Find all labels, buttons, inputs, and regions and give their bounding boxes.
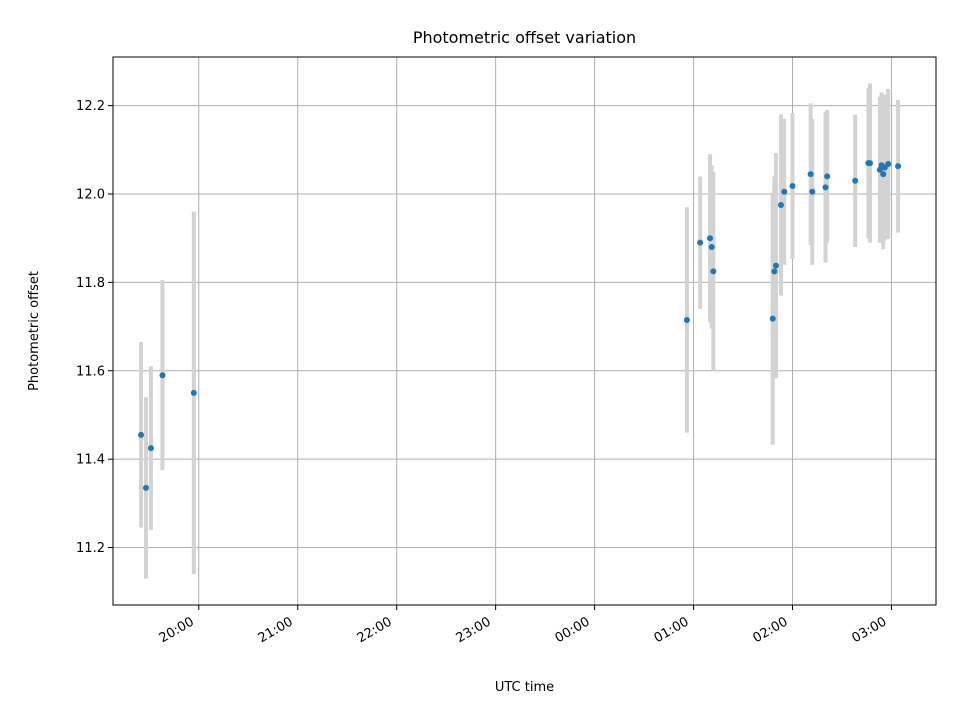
y-tick-label: 11.4 (76, 453, 105, 468)
y-tick-label: 11.2 (76, 541, 105, 556)
y-axis-ticks: 11.2 11.4 11.6 11.8 12.0 12.2 (76, 99, 113, 556)
y-tick-label: 11.6 (76, 364, 105, 379)
data-point (895, 163, 902, 170)
data-points (138, 160, 902, 491)
data-point (708, 244, 715, 251)
data-point (769, 315, 776, 322)
y-tick-label: 12.0 (76, 188, 105, 203)
data-point (852, 177, 859, 184)
data-point (781, 188, 788, 195)
data-point (777, 202, 784, 209)
data-point (710, 268, 717, 275)
data-point (773, 262, 780, 269)
data-point (683, 316, 690, 323)
data-point (809, 188, 816, 195)
data-point (867, 160, 874, 167)
y-tick-label: 11.8 (76, 276, 105, 291)
data-point (159, 372, 166, 379)
data-point (824, 173, 831, 180)
data-point (190, 389, 197, 396)
plot-frame (112, 56, 937, 606)
chart-title: Photometric offset variation (413, 28, 636, 47)
grid-lines (113, 57, 936, 605)
data-point (822, 184, 829, 191)
data-point (885, 160, 892, 167)
data-point (697, 239, 704, 246)
data-point (147, 445, 154, 452)
y-axis-label: Photometric offset (27, 271, 42, 391)
data-point (142, 484, 149, 491)
data-point (771, 268, 778, 275)
data-point (707, 235, 714, 242)
data-point (880, 171, 887, 178)
data-point (789, 183, 796, 190)
data-point (807, 171, 814, 178)
y-tick-label: 12.2 (76, 99, 105, 114)
data-point (138, 431, 145, 438)
x-axis-label: UTC time (495, 680, 554, 695)
